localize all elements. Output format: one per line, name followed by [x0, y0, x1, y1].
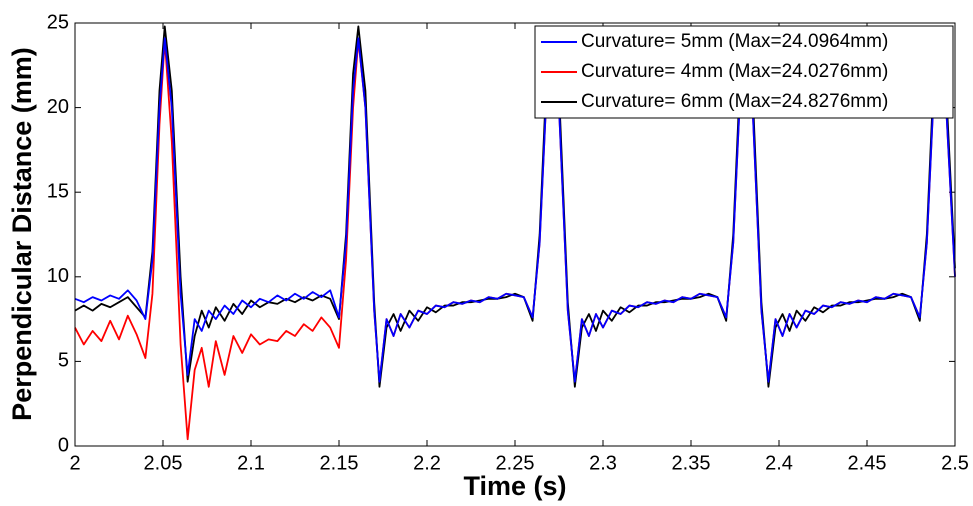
x-tick-label: 2.05	[144, 452, 183, 474]
x-tick-label: 2.3	[589, 452, 617, 474]
legend-label: Curvature= 5mm (Max=24.0964mm)	[581, 31, 888, 52]
x-tick-label: 2	[69, 452, 80, 474]
y-tick-label: 25	[47, 11, 69, 33]
legend-box	[534, 25, 954, 119]
plot-frame	[74, 22, 956, 447]
x-tick-label: 2.1	[237, 452, 265, 474]
x-tick-label: 2.2	[413, 452, 441, 474]
y-tick-label: 15	[47, 180, 69, 202]
x-tick-label: 2.35	[672, 452, 711, 474]
y-tick-label: 20	[47, 96, 69, 118]
legend-label: Curvature= 4mm (Max=24.0276mm)	[581, 61, 888, 82]
y-axis-label: Perpendicular Distance (mm)	[7, 47, 37, 421]
x-tick-label: 2.45	[848, 452, 887, 474]
data-line	[74, 37, 956, 383]
x-tick-label: 2.5	[941, 452, 969, 474]
x-tick-label: 2.15	[320, 452, 359, 474]
y-tick-label: 10	[47, 265, 69, 287]
x-tick-label: 2.25	[496, 452, 535, 474]
x-axis-label: Time (s)	[463, 471, 566, 501]
y-tick-label: 5	[58, 350, 69, 372]
y-tick-label: 0	[58, 434, 69, 456]
x-tick-label: 2.4	[765, 452, 793, 474]
legend-label: Curvature= 6mm (Max=24.8276mm)	[581, 91, 888, 112]
